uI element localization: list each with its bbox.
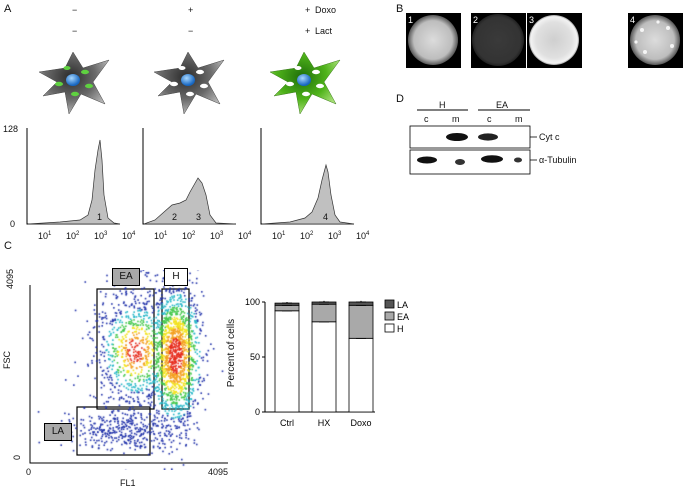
histogram-1-xtick-2: 102 [66,231,80,241]
micrograph-2-label: 2 [473,15,479,25]
blot-tubulin-frame [409,149,531,175]
blot-band-tubulin-label: α-Tubulin [539,155,577,165]
band-tub-ea-m [514,157,522,163]
histogram-2-xtick-2: 102 [182,231,196,241]
legend-swatch-ea [384,311,395,321]
blot-lane-3-label: c [487,114,492,124]
histogram-2-xtick-4: 104 [238,231,252,241]
micrograph-1-label: 1 [408,15,414,25]
panel-c-label: C [4,240,12,252]
gate-la-label: LA [44,423,72,441]
micrograph-4-cell [630,15,680,65]
band-cytc-ea-c [478,133,498,141]
bar-h-doxo [348,337,374,413]
legend-swatch-h [384,323,395,333]
bar-ea-ctrl [274,304,300,312]
scatter-xlabel: FL1 [120,478,136,488]
histogram-1-curve [27,139,121,225]
histogram-3-xtick-1: 101 [272,231,286,241]
histogram-2-xtick-3: 103 [210,231,224,241]
histogram-3-curve [261,163,355,225]
histogram-1-xtick-3: 103 [94,231,108,241]
bar-chart: 100 50 0 Ctrl HX Doxo LA EA H [245,297,409,428]
bar-ea-hx [311,303,337,323]
histogram-1-xtick-1: 101 [38,231,52,241]
blot-lane-1-label: c [424,114,429,124]
micrograph-4-puncta [634,20,674,54]
scatter-xtick-zero: 0 [26,467,32,477]
micrograph-3-label: 3 [529,15,535,25]
histogram-1-xtick-4: 104 [122,231,136,241]
legend-swatch-la [384,299,395,309]
micrograph-4-label: 4 [630,15,636,25]
histogram-y-tick-zero: 0 [10,219,16,229]
band-tub-h-m [455,159,465,165]
scatter-ylabel: FSC [2,351,12,369]
blot-group-h-label: H [439,100,446,110]
band-tub-ea-c [481,155,503,163]
sign-r1-c0: − [72,26,78,36]
bar-ea-doxo [348,304,374,339]
sign-r1-c2: + [305,26,311,36]
histogram-3-xtick-2: 102 [300,231,314,241]
micrograph-1-cell [408,15,458,65]
bar-h-hx [311,321,337,413]
legend-label-h: H [397,324,404,334]
treatment-doxo-label: Doxo [315,5,337,15]
histogram-3-axes [260,128,354,225]
histogram-3-xtick-3: 103 [328,231,342,241]
blot-band-cytc-label: Cyt c [539,132,560,142]
sign-r0-c0: − [72,5,78,15]
scatter-ytick-zero: 0 [12,454,22,460]
histogram-2-peak-label-a: 2 [172,212,178,222]
blot-cytc-frame [409,125,531,149]
bar-category-label: HX [318,418,331,428]
bar-chart-ylabel: Percent of cells [226,318,238,388]
bar-category-label: Doxo [350,418,371,428]
micrograph-2-cell [472,14,524,66]
micrograph-3-cell [529,15,579,65]
histogram-2-xtick-1: 101 [154,231,168,241]
bar-h-ctrl [274,310,300,413]
bar-ytick-label: 0 [255,407,260,417]
cell-illustration-doxo-lact [269,51,341,115]
blot-lane-2-label: m [452,114,460,124]
histogram-2-curve [143,177,237,225]
panel-b-label: B [396,3,404,15]
histogram-3-peak-label: 4 [323,212,329,222]
sign-r0-c1: + [188,5,194,15]
scatter-ytick-top: 4095 [5,268,15,289]
panel-a-label: A [4,3,12,15]
bar-ytick-label: 100 [245,297,260,307]
histogram-3-xtick-4: 104 [356,231,370,241]
treatment-lact-label: Lact [315,26,333,36]
blot-lane-4-label: m [515,114,523,124]
legend-label-ea: EA [397,312,409,322]
legend-label-la: LA [397,300,408,310]
cell-illustration-doxo [153,51,225,115]
histogram-y-tick-top: 128 [3,124,19,134]
scatter-xtick-max: 4095 [208,467,229,477]
blot-group-ea-label: EA [496,100,509,110]
band-tub-h-c [417,156,437,164]
histogram-1-peak-label: 1 [97,212,103,222]
sign-r1-c1: − [188,26,194,36]
panel-d-label: D [396,93,404,105]
cell-illustration-control [38,51,110,115]
gate-ea-label: EA [112,268,140,286]
band-cytc-h-m [446,133,468,141]
bar-category-label: Ctrl [280,418,294,428]
bar-ytick-label: 50 [250,352,260,362]
gate-h-label: H [164,268,188,286]
sign-r0-c2: + [305,5,311,15]
histogram-2-peak-label-b: 3 [196,212,202,222]
